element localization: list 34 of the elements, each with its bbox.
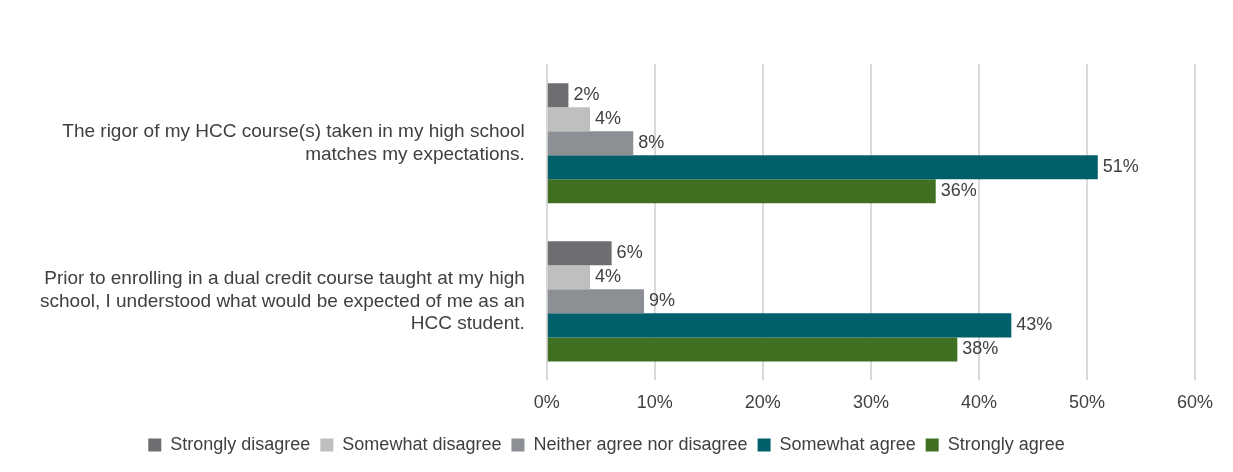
data-label: 2% — [573, 84, 600, 105]
data-label: 6% — [616, 242, 643, 263]
bar — [547, 265, 591, 290]
bar — [547, 83, 569, 108]
x-tick-label: 20% — [744, 392, 781, 413]
data-label: 36% — [940, 180, 977, 201]
data-label: 51% — [1102, 156, 1139, 177]
bar — [547, 155, 1098, 180]
bar — [547, 289, 645, 314]
legend-label: Somewhat disagree — [342, 433, 502, 454]
y-tick-label: Prior to enrolling in a dual credit course taught at my high school, I understood what would be expected of me as an HCC student. — [39, 266, 525, 334]
bar — [547, 131, 634, 156]
x-tick-label: 30% — [852, 392, 889, 413]
bar — [547, 313, 1012, 338]
x-tick-label: 0% — [533, 392, 560, 413]
legend-label: Neither agree nor disagree — [533, 433, 748, 454]
legend-label: Strongly agree — [947, 433, 1065, 454]
bar — [547, 107, 591, 132]
bar — [547, 179, 936, 204]
y-tick-label: The rigor of my HCC course(s) taken in my high school matches my expectations. — [62, 120, 525, 164]
data-label: 4% — [595, 108, 622, 129]
bar — [547, 241, 612, 266]
data-label: 4% — [595, 266, 622, 287]
bar — [547, 337, 958, 362]
legend-label: Strongly disagree — [170, 433, 311, 454]
x-tick-label: 50% — [1068, 392, 1105, 413]
data-label: 9% — [649, 290, 676, 311]
legend-label: Somewhat agree — [779, 433, 916, 454]
x-tick-label: 10% — [636, 392, 673, 413]
data-label: 38% — [962, 338, 999, 359]
data-label: 43% — [1016, 314, 1053, 335]
x-tick-label: 40% — [960, 392, 997, 413]
data-label: 8% — [638, 132, 665, 153]
x-tick-label: 60% — [1176, 392, 1213, 413]
